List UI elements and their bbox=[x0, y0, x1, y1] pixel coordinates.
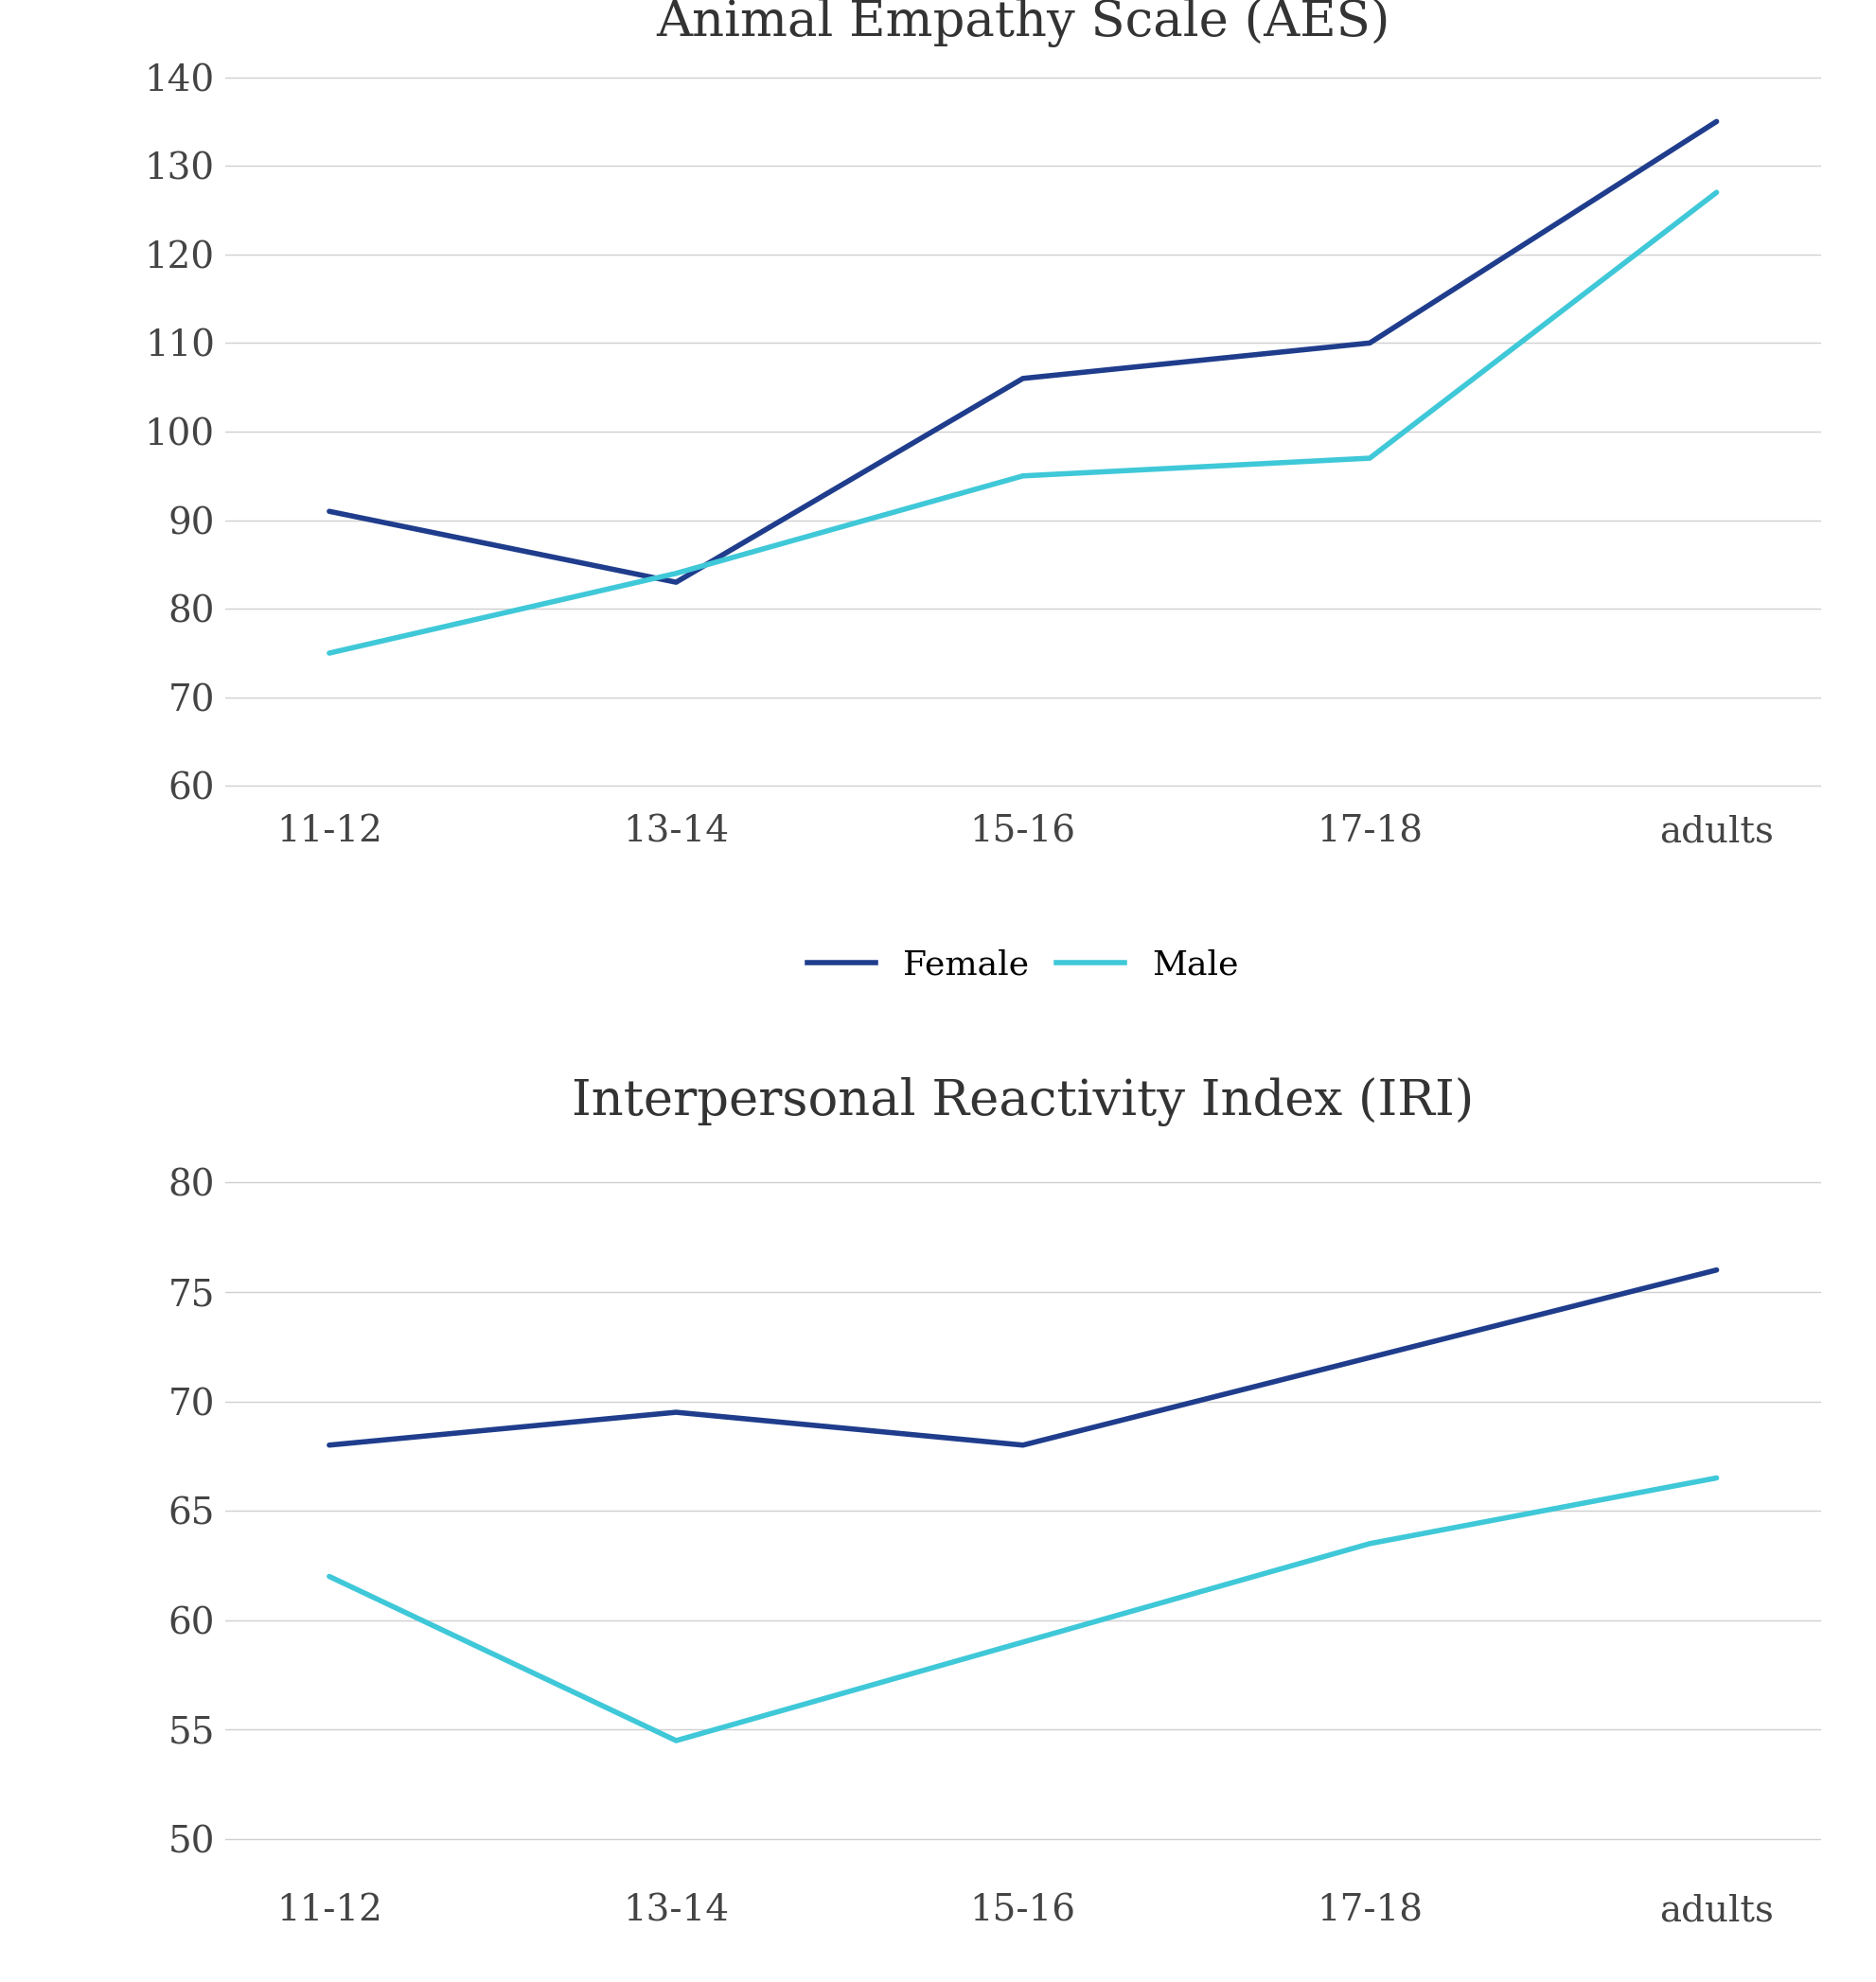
Title: Animal Empathy Scale (AES): Animal Empathy Scale (AES) bbox=[655, 0, 1390, 48]
Title: Interpersonal Reactivity Index (IRI): Interpersonal Reactivity Index (IRI) bbox=[572, 1076, 1473, 1126]
Legend: Female, Male: Female, Male bbox=[794, 936, 1251, 995]
